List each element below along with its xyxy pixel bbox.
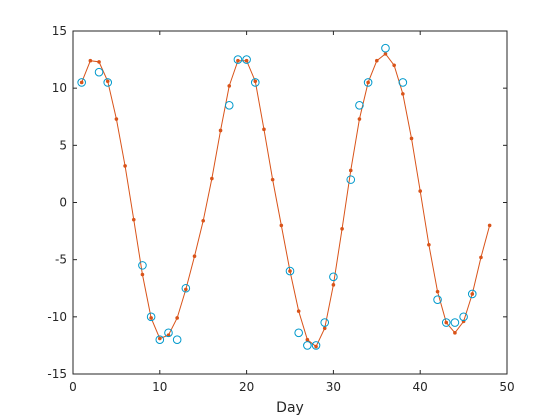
series-point [140, 272, 145, 277]
observation-marker [441, 318, 451, 327]
x-tick-label: 10 [152, 380, 167, 394]
observation-marker [94, 67, 104, 77]
series-point [453, 331, 457, 335]
series-point [210, 176, 214, 181]
observation-marker [311, 341, 321, 350]
series-point [401, 92, 405, 96]
series-point [262, 127, 266, 132]
series-point [357, 117, 362, 121]
y-tick-label: -10 [47, 310, 67, 324]
observation-marker [77, 78, 86, 87]
series-point [192, 254, 197, 259]
x-tick-label: 0 [69, 380, 77, 394]
x-tick-label: 20 [239, 380, 254, 394]
series-point [392, 63, 396, 68]
series-point [383, 52, 388, 56]
y-tick-label: -5 [55, 253, 67, 267]
axes: 0 10 20 30 40 50 -15 -10 -5 0 5 10 15 [47, 24, 514, 394]
series-point [105, 79, 110, 84]
observation-marker [172, 335, 182, 345]
series-point [131, 217, 136, 222]
series-point [479, 255, 483, 260]
series-point [444, 320, 449, 325]
series-point [487, 223, 492, 228]
series-point [149, 316, 153, 320]
observation-marker [433, 295, 442, 304]
observation-marker [303, 341, 312, 350]
y-tick-label: -15 [47, 367, 67, 381]
series-point [218, 128, 223, 133]
series-point [331, 283, 336, 287]
series-point [97, 60, 101, 64]
observation-marker [346, 175, 356, 184]
series-point [166, 333, 171, 337]
series-point [470, 292, 475, 296]
observation-marker [355, 101, 364, 110]
x-tick-label: 50 [499, 380, 514, 394]
observation-marker [459, 312, 468, 322]
series-point [227, 84, 232, 88]
y-tick-label: 0 [59, 196, 67, 210]
observation-marker [164, 328, 173, 338]
series-point [253, 79, 258, 84]
series-point [175, 316, 179, 320]
series-point [158, 336, 162, 341]
series-point [123, 164, 127, 168]
observation-marker [363, 78, 373, 87]
series-point [375, 58, 379, 63]
series-point [418, 189, 423, 193]
data-layer [77, 43, 492, 350]
series-point [288, 269, 292, 273]
observation-marker [285, 266, 295, 276]
x-axis-label: Day [276, 400, 304, 416]
observation-marker [181, 283, 191, 293]
plot-area-background [73, 31, 507, 374]
series-point [340, 226, 344, 231]
observation-marker [467, 289, 477, 299]
series-point [409, 136, 414, 141]
observation-marker [329, 272, 338, 282]
series-point [244, 58, 249, 63]
series-line [81, 53, 491, 348]
series-point [114, 117, 119, 121]
observation-marker [381, 43, 390, 53]
series-point [88, 58, 93, 63]
x-tick-label: 40 [413, 380, 428, 394]
y-tick-label: 5 [59, 138, 67, 152]
series-point [270, 177, 275, 182]
observation-marker [242, 55, 251, 64]
observation-marker [233, 55, 243, 64]
series-point [279, 223, 284, 228]
series-point [314, 344, 318, 349]
x-tick-label: 30 [326, 380, 341, 394]
y-tick-label: 10 [52, 81, 67, 95]
observation-marker [398, 78, 408, 87]
series-point [366, 80, 370, 85]
series-point [348, 168, 353, 173]
series-point [184, 287, 188, 292]
series-point [427, 243, 431, 247]
series-point [201, 218, 205, 223]
y-tick-label: 15 [52, 24, 67, 38]
observation-marker [103, 78, 113, 87]
series-point [305, 337, 310, 342]
observation-marker [224, 101, 234, 110]
series-point [79, 80, 84, 85]
series-point [322, 326, 327, 331]
observation-marker [138, 261, 147, 270]
observation-marker [155, 335, 165, 345]
series-point [296, 309, 301, 313]
series-point [435, 289, 440, 294]
observation-marker [250, 78, 260, 87]
observation-marker [450, 318, 460, 327]
observation-marker [294, 328, 303, 338]
observation-marker [320, 318, 330, 327]
series-point [236, 58, 240, 63]
observation-marker [146, 312, 156, 322]
